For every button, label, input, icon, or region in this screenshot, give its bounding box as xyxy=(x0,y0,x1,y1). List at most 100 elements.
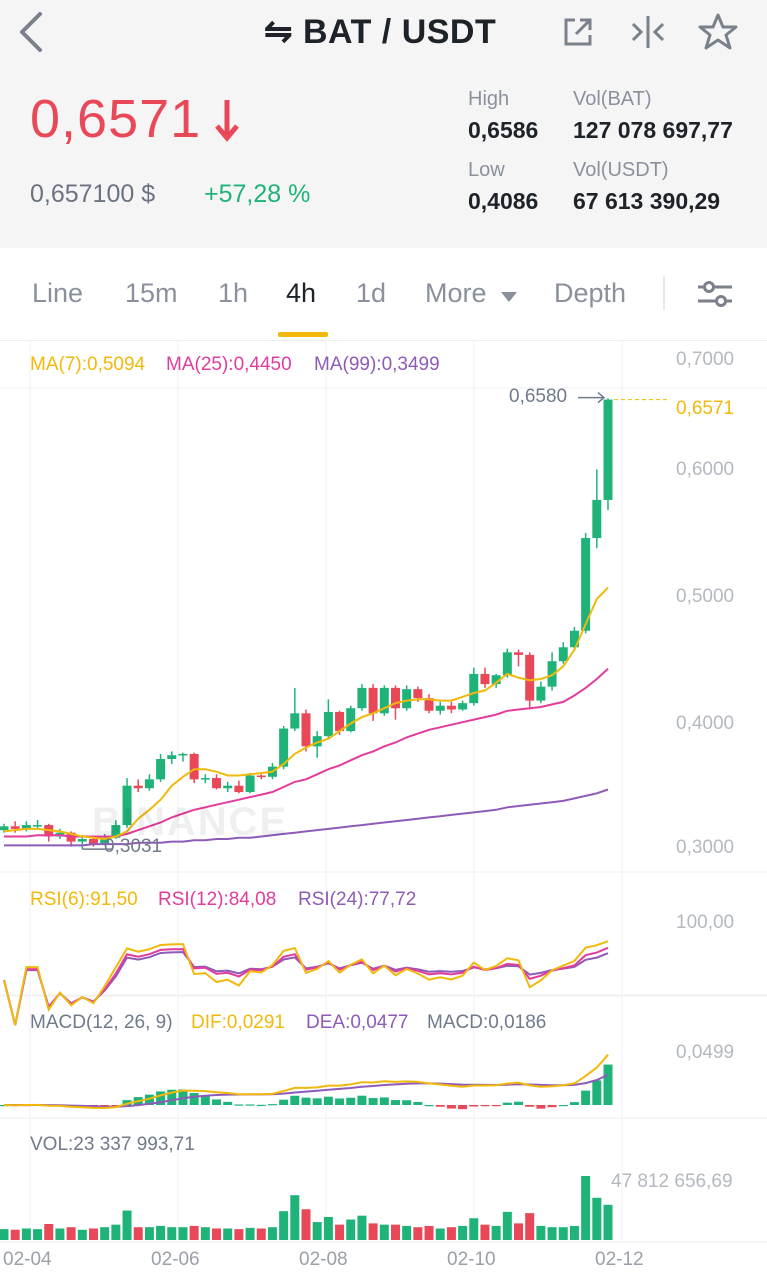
macd-histogram-bar xyxy=(502,1102,512,1105)
tab-1d[interactable]: 1d xyxy=(356,278,387,308)
ma25-line xyxy=(4,668,609,838)
volume-bar xyxy=(390,1224,400,1240)
candle-body xyxy=(133,785,143,789)
candle-body xyxy=(323,712,333,737)
macd-histogram-bar xyxy=(200,1095,210,1105)
macd-dif-line xyxy=(3,1054,609,1110)
volume-bar xyxy=(256,1228,266,1240)
volume-bar xyxy=(458,1225,468,1240)
macd-histogram-bar xyxy=(569,1102,579,1105)
tab-15m[interactable]: 15m xyxy=(125,278,178,308)
tab-1h[interactable]: 1h xyxy=(218,278,249,308)
candle-body xyxy=(77,839,87,842)
compare-icon[interactable] xyxy=(627,12,669,52)
volume-bar xyxy=(33,1229,43,1240)
external-link-icon[interactable] xyxy=(557,12,599,52)
volume-bar xyxy=(346,1219,356,1240)
macd-dea: DEA:0,0477 xyxy=(306,1012,409,1033)
volume-bar xyxy=(402,1225,412,1240)
price-change: +57,28 % xyxy=(204,180,311,208)
candle-body xyxy=(111,825,121,838)
volume-bar xyxy=(312,1222,322,1240)
pair-name: BAT / USDT xyxy=(303,13,497,51)
candle-body xyxy=(88,839,98,845)
macd-histogram-bar xyxy=(435,1105,445,1107)
volume-bar xyxy=(212,1228,222,1240)
vol-quote-label: Vol(USDT) xyxy=(573,159,669,181)
macd-histogram-bar xyxy=(245,1104,255,1106)
macd-histogram-bar xyxy=(402,1100,412,1105)
volume-bar xyxy=(525,1213,535,1240)
macd-histogram-bar xyxy=(234,1104,244,1106)
volume-bar xyxy=(569,1225,579,1240)
candle-body xyxy=(234,785,244,793)
macd-histogram-bar xyxy=(312,1098,322,1105)
volume-bar xyxy=(357,1215,367,1240)
volume-bar xyxy=(55,1228,65,1240)
candle-body xyxy=(491,675,501,685)
settings-sliders-icon[interactable] xyxy=(696,278,734,315)
candle-body xyxy=(458,703,468,710)
macd-value: MACD:0,0186 xyxy=(427,1012,547,1033)
candle-body xyxy=(301,713,311,747)
candle-body xyxy=(100,837,110,845)
macd-histogram-bar xyxy=(525,1105,535,1107)
down-arrow-icon xyxy=(210,96,244,149)
price-axis-label: 0,4000 xyxy=(676,713,735,734)
volume-bar xyxy=(514,1223,524,1240)
volume-bar xyxy=(491,1225,501,1240)
macd-histogram-bar xyxy=(223,1101,233,1105)
back-icon[interactable] xyxy=(14,10,50,54)
volume-bar xyxy=(189,1225,199,1240)
watermark-logo: BINANCE xyxy=(92,800,289,844)
volume-title: VOL:23 337 993,71 xyxy=(30,1134,195,1155)
pair-title[interactable]: ⇋ BAT / USDT xyxy=(264,12,496,52)
volume-bar xyxy=(480,1224,490,1240)
candle-body xyxy=(424,698,434,711)
tab-more-label: More xyxy=(425,278,487,308)
macd-histogram-bar xyxy=(491,1105,501,1107)
ma99-line xyxy=(4,788,609,847)
tab-more[interactable]: More xyxy=(425,278,518,310)
vol-quote-value: 67 613 390,29 xyxy=(573,188,721,214)
macd-histogram-bar xyxy=(536,1105,546,1109)
volume-bar xyxy=(223,1228,233,1240)
macd-axis-label: 0,0499 xyxy=(676,1042,735,1063)
macd-histogram-bar xyxy=(592,1080,602,1105)
candle-body xyxy=(346,708,356,732)
low-value: 0,4086 xyxy=(468,188,539,214)
volume-bar xyxy=(167,1227,177,1240)
top-bar: ⇋ BAT / USDT xyxy=(0,0,767,64)
favorite-star-icon[interactable] xyxy=(697,12,739,52)
volume-bar xyxy=(234,1229,244,1240)
candle-body xyxy=(21,825,31,829)
price-usd: 0,657100 $ xyxy=(30,180,156,208)
macd-histogram-bar xyxy=(514,1101,524,1105)
candlestick-chart[interactable] xyxy=(0,340,767,1280)
tab-line[interactable]: Line xyxy=(32,278,84,308)
tab-4h[interactable]: 4h xyxy=(286,278,317,308)
chart-panel xyxy=(0,248,767,1280)
date-label: 02-04 xyxy=(3,1249,52,1270)
tab-depth[interactable]: Depth xyxy=(554,278,627,308)
macd-histogram-bar xyxy=(301,1097,311,1105)
candle-body xyxy=(390,687,400,709)
macd-dea-line xyxy=(4,1073,609,1108)
volume-bar xyxy=(558,1227,568,1240)
volume-bar xyxy=(122,1210,132,1240)
candle-body xyxy=(200,778,210,780)
vol-base-value: 127 078 697,77 xyxy=(573,117,733,143)
macd-histogram-bar xyxy=(122,1100,132,1105)
price-axis-label: 0,6000 xyxy=(676,459,735,480)
min-price-marker: 0,3031 xyxy=(104,836,163,857)
macd-histogram-bar xyxy=(144,1094,154,1105)
macd-histogram-bar xyxy=(290,1095,300,1105)
high-value: 0,6586 xyxy=(468,117,539,143)
candle-body xyxy=(10,826,20,829)
rsi24-label: RSI(24):77,72 xyxy=(298,889,417,910)
macd-histogram-bar xyxy=(212,1099,222,1105)
volume-bar xyxy=(10,1229,20,1240)
volume-bar xyxy=(547,1227,557,1240)
rsi6-label: RSI(6):91,50 xyxy=(30,889,138,910)
volume-bar xyxy=(469,1218,479,1240)
